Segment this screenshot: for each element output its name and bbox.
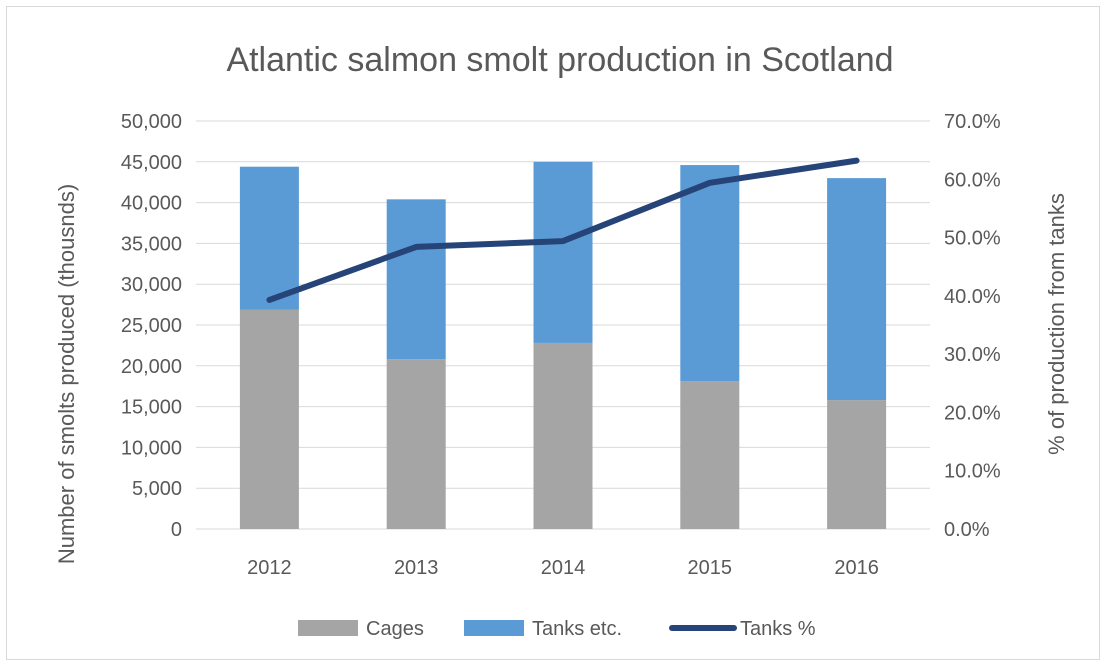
line-tanks-percent <box>266 157 860 303</box>
y-axis-ticks: 0 5,000 10,000 15,000 20,000 25,000 30,000 35,0… <box>121 111 182 541</box>
y2-tick-label: 40.0% <box>944 286 1001 308</box>
chart-title: Atlantic salmon smolt production in Scot… <box>226 41 893 79</box>
bars <box>239 161 887 529</box>
y-tick-label: 0 <box>171 519 182 541</box>
y-tick-label: 35,000 <box>121 233 182 255</box>
legend-label-tanks-etc: Tanks etc. <box>532 618 622 640</box>
legend-swatch-tanks-etc <box>464 620 524 636</box>
y2-tick-label: 50.0% <box>944 228 1001 250</box>
y2-tick-label: 60.0% <box>944 169 1001 191</box>
bar-cages <box>386 359 446 529</box>
bar-cages <box>239 309 299 529</box>
y-tick-label: 30,000 <box>121 274 182 296</box>
bar-tanks-etc <box>239 166 299 310</box>
y-tick-label: 45,000 <box>121 152 182 174</box>
y2-tick-label: 30.0% <box>944 344 1001 366</box>
x-tick-label: 2016 <box>834 557 879 579</box>
bar-cages <box>827 400 887 529</box>
y-tick-label: 25,000 <box>121 315 182 337</box>
y2-tick-label: 20.0% <box>944 402 1001 424</box>
bar-tanks-etc <box>386 199 446 360</box>
y-tick-label: 10,000 <box>121 437 182 459</box>
bar-tanks-etc <box>533 161 593 343</box>
x-axis-ticks: 2012 2013 2014 2015 2016 <box>247 557 879 579</box>
legend: Cages Tanks etc. Tanks % <box>298 618 816 640</box>
x-tick-label: 2014 <box>541 557 586 579</box>
y-tick-label: 15,000 <box>121 397 182 419</box>
y2-tick-label: 0.0% <box>944 519 990 541</box>
x-tick-label: 2012 <box>247 557 292 579</box>
legend-label-tanks-percent: Tanks % <box>740 618 816 640</box>
y-tick-label: 40,000 <box>121 193 182 215</box>
x-tick-label: 2013 <box>394 557 439 579</box>
y2-tick-label: 70.0% <box>944 111 1001 133</box>
y-tick-label: 20,000 <box>121 356 182 378</box>
legend-swatch-cages <box>298 620 358 636</box>
line-series <box>266 157 860 303</box>
bar-tanks-etc <box>680 165 740 382</box>
y-tick-label: 50,000 <box>121 111 182 133</box>
bar-cages <box>680 381 740 529</box>
bar-tanks-etc <box>827 178 887 401</box>
y2-axis-title: % of production from tanks <box>1044 193 1069 455</box>
y2-axis-ticks: 0.0% 10.0% 20.0% 30.0% 40.0% 50.0% 60.0% 70.0% <box>944 111 1001 541</box>
y-axis-title: Number of smolts produced (thousnds) <box>54 184 79 564</box>
y-tick-label: 5,000 <box>132 478 182 500</box>
bar-cages <box>533 342 593 529</box>
x-tick-label: 2015 <box>688 557 733 579</box>
legend-label-cages: Cages <box>366 618 424 640</box>
y2-tick-label: 10.0% <box>944 461 1001 483</box>
